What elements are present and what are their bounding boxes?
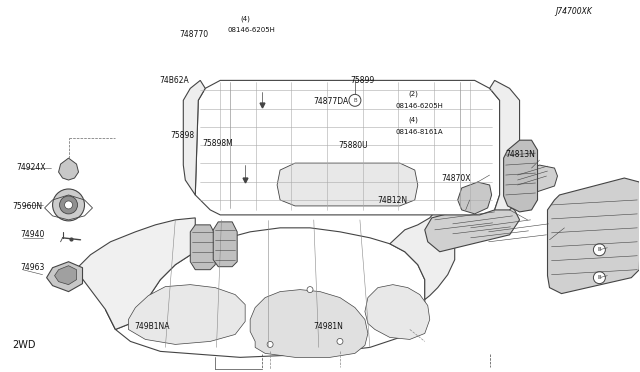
Polygon shape bbox=[183, 80, 205, 195]
Text: B: B bbox=[598, 275, 601, 280]
Polygon shape bbox=[250, 290, 368, 357]
Polygon shape bbox=[365, 285, 430, 339]
Polygon shape bbox=[190, 225, 215, 270]
Text: 74B62A: 74B62A bbox=[159, 76, 189, 85]
Polygon shape bbox=[213, 222, 237, 267]
Polygon shape bbox=[277, 163, 418, 206]
Text: 75898M: 75898M bbox=[202, 139, 232, 148]
Polygon shape bbox=[59, 158, 79, 180]
Text: 08146-6205H: 08146-6205H bbox=[227, 27, 275, 33]
Circle shape bbox=[267, 341, 273, 347]
Text: 74981N: 74981N bbox=[314, 322, 344, 331]
Circle shape bbox=[60, 196, 77, 214]
Text: (2): (2) bbox=[408, 91, 418, 97]
Text: 75880U: 75880U bbox=[338, 141, 367, 150]
Text: 08146-8161A: 08146-8161A bbox=[396, 129, 443, 135]
Text: 74877DA: 74877DA bbox=[314, 97, 349, 106]
Text: 2WD: 2WD bbox=[12, 340, 36, 350]
Circle shape bbox=[349, 94, 361, 106]
Text: 74B12N: 74B12N bbox=[378, 196, 408, 205]
Circle shape bbox=[52, 189, 84, 221]
Text: 748770: 748770 bbox=[179, 29, 209, 39]
Polygon shape bbox=[106, 228, 425, 357]
Text: 75960N: 75960N bbox=[12, 202, 42, 211]
Text: B: B bbox=[353, 98, 356, 103]
Text: 75899: 75899 bbox=[351, 76, 375, 85]
Text: 74870X: 74870X bbox=[442, 174, 471, 183]
Polygon shape bbox=[490, 80, 520, 210]
Text: 749B1NA: 749B1NA bbox=[135, 322, 170, 331]
Polygon shape bbox=[458, 182, 492, 214]
Text: J74700XK: J74700XK bbox=[555, 7, 592, 16]
Text: 74940: 74940 bbox=[20, 230, 44, 239]
Text: (4): (4) bbox=[408, 117, 418, 123]
Circle shape bbox=[593, 272, 605, 283]
Text: 74924X: 74924X bbox=[17, 163, 46, 172]
Polygon shape bbox=[54, 266, 77, 285]
Text: 75898: 75898 bbox=[170, 131, 194, 141]
Polygon shape bbox=[508, 165, 557, 196]
Polygon shape bbox=[76, 218, 195, 330]
Polygon shape bbox=[129, 285, 245, 344]
Circle shape bbox=[337, 339, 343, 344]
Polygon shape bbox=[504, 140, 538, 212]
Text: 74813N: 74813N bbox=[505, 150, 535, 159]
Polygon shape bbox=[547, 178, 640, 294]
Polygon shape bbox=[425, 200, 520, 252]
Circle shape bbox=[307, 286, 313, 293]
Circle shape bbox=[65, 201, 72, 209]
Text: (4): (4) bbox=[240, 15, 250, 22]
Polygon shape bbox=[47, 262, 83, 292]
Text: B: B bbox=[598, 247, 601, 252]
Polygon shape bbox=[390, 210, 454, 299]
Text: 08146-6205H: 08146-6205H bbox=[396, 103, 444, 109]
Text: 74963: 74963 bbox=[20, 263, 44, 272]
Polygon shape bbox=[195, 80, 500, 215]
Circle shape bbox=[593, 244, 605, 256]
